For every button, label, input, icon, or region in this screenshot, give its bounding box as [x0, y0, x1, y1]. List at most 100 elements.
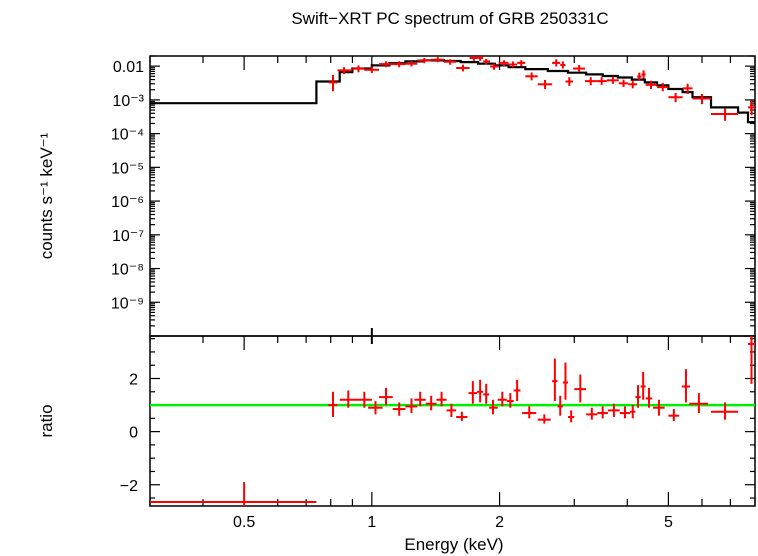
spectrum-data-points [328, 56, 755, 121]
spectrum-data-point [405, 61, 418, 67]
chart-title: Swift−XRT PC spectrum of GRB 250331C [291, 9, 608, 28]
ratio-data-point [414, 391, 426, 407]
spectrum-data-point [668, 92, 683, 103]
spectrum-data-point [483, 58, 491, 65]
ratio-data-point [568, 410, 575, 423]
y-tick-label: 10⁻⁸ [111, 262, 144, 279]
spectrum-panel-frame [149, 55, 756, 337]
spectrum-data-point [637, 72, 642, 81]
ratio-panel-frame [149, 335, 756, 507]
spectrum-data-point [618, 79, 629, 88]
ratio-data-point [468, 381, 478, 404]
spectrum-data-point [508, 61, 518, 68]
ratio-data-point [436, 391, 447, 407]
ratio-data-point [630, 405, 636, 419]
ratio-data-point [483, 383, 490, 404]
y-tick-label: 10⁻³ [112, 93, 144, 110]
ratio-data-point [379, 387, 393, 406]
y-tick-label: 10⁻⁹ [111, 295, 144, 312]
ratio-data-point [489, 399, 498, 415]
ratio-y-axis-label: ratio [37, 404, 56, 437]
spectrum-data-point [573, 65, 586, 72]
ratio-data-point [368, 401, 383, 415]
y-tick-label: 10⁻⁵ [111, 160, 144, 177]
ratio-data-point [619, 406, 631, 419]
ratio-data-point [356, 391, 372, 408]
spectrum-data-point [596, 77, 607, 85]
ratio-data-point [392, 402, 406, 416]
x-tick-label: 5 [664, 514, 673, 531]
ratio-data-point [574, 374, 587, 403]
spectrum-ticks: 0.01 10⁻³ 10⁻⁴ 10⁻⁵ 10⁻⁶ 10⁻⁷ 10⁻⁸ 10⁻⁹ [111, 55, 756, 337]
spectrum-data-point [552, 59, 561, 67]
spectrum-data-point [565, 77, 574, 86]
spectrum-data-point [747, 100, 755, 116]
spectrum-data-point [444, 59, 457, 65]
ratio-data-point [477, 379, 484, 403]
spectrum-data-point [692, 93, 711, 105]
spectrum-data-point [517, 60, 526, 67]
ratio-data-point [557, 395, 563, 416]
ratio-data-point [339, 390, 357, 408]
x-tick-label: 2 [495, 514, 504, 531]
ratio-data-point [645, 387, 653, 408]
spectrum-data-point [364, 66, 380, 74]
spectrum-data-point [379, 61, 393, 68]
ratio-data-point [586, 407, 598, 420]
ratio-data-point [710, 402, 739, 420]
ratio-data-point [425, 395, 437, 411]
y-tick-label: 10⁻⁷ [112, 228, 144, 245]
y-tick-label: 10⁻⁴ [111, 127, 144, 144]
ratio-data-point [635, 385, 641, 408]
ratio-data-point [607, 403, 620, 418]
ratio-data-point [747, 336, 755, 384]
ratio-data-point [668, 409, 680, 421]
x-axis-label: Energy (keV) [404, 535, 503, 554]
spectrum-data-point [478, 56, 484, 61]
spectrum-data-point [682, 83, 693, 94]
spectrum-data-point [628, 80, 638, 89]
spectrum-data-point [585, 77, 597, 86]
spectrum-data-point [606, 76, 619, 84]
model-step-line [150, 59, 755, 124]
spectrum-data-point [560, 61, 566, 69]
ratio-data-point [562, 362, 569, 400]
ratio-data-point [150, 482, 317, 506]
y-tick-label: 0.01 [113, 59, 144, 76]
ratio-data-point [405, 398, 418, 414]
spectrum-data-point [710, 108, 739, 121]
ratio-data-point [513, 379, 521, 402]
spectrum-data-point [456, 64, 470, 72]
ratio-data-point [653, 399, 665, 416]
ratio-data-point [506, 393, 514, 408]
ratio-data-point [597, 406, 608, 419]
ratio-data-point [681, 369, 690, 403]
y-tick-label: 10⁻⁶ [111, 194, 144, 211]
ratio-data-point [328, 391, 338, 418]
ratio-data-point [446, 403, 457, 418]
ratio-data-point [689, 393, 709, 414]
spectrum-data-point [498, 60, 509, 67]
ratio-ticks: 0.5 1 2 5 2 0 −2 [120, 328, 756, 531]
ratio-data-point [552, 358, 558, 402]
spectrum-data-point [352, 65, 365, 73]
ratio-tick-label: −2 [120, 478, 138, 495]
spectrum-data-point [490, 63, 499, 70]
spectrum-data-point [537, 79, 553, 90]
spectrum-data-point [431, 57, 445, 63]
spectrum-data-point [525, 72, 538, 81]
ratio-data-points [150, 336, 755, 506]
spectrum-data-point [328, 74, 338, 92]
spectrum-data-point [469, 56, 479, 61]
ratio-data-point [522, 406, 537, 419]
x-tick-label: 0.5 [233, 514, 255, 531]
ratio-data-point [456, 411, 468, 421]
x-tick-label: 1 [367, 514, 376, 531]
ratio-data-point [640, 371, 646, 400]
model-curve [150, 59, 755, 124]
spectrum-data-point [337, 67, 353, 75]
ratio-tick-label: 0 [129, 425, 138, 442]
ratio-data-point [497, 391, 507, 407]
ratio-data-point [537, 414, 551, 424]
